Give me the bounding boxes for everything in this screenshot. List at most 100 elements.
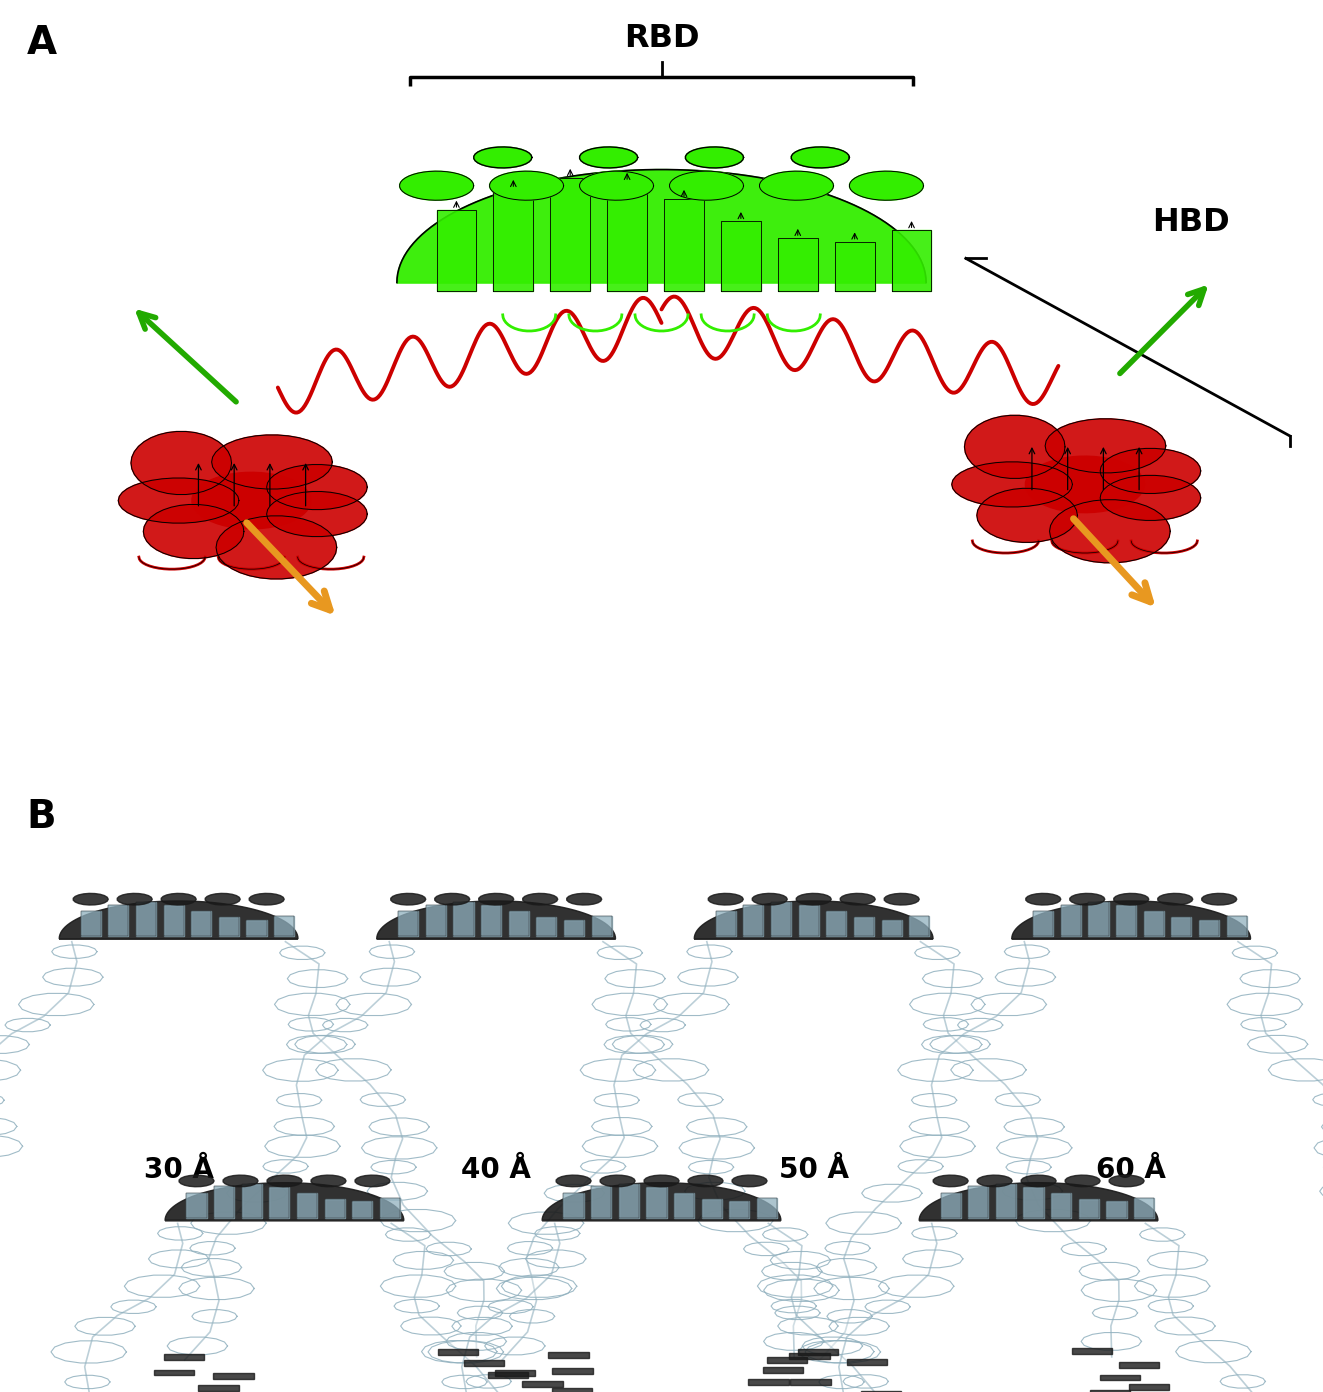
Polygon shape <box>552 1388 593 1392</box>
Polygon shape <box>442 1375 487 1389</box>
Polygon shape <box>214 1186 234 1218</box>
Polygon shape <box>501 1275 577 1297</box>
Polygon shape <box>1004 945 1049 958</box>
Polygon shape <box>1322 1118 1323 1136</box>
Polygon shape <box>393 1251 454 1270</box>
Text: 40 Å: 40 Å <box>462 1157 531 1185</box>
Polygon shape <box>824 1242 871 1254</box>
Polygon shape <box>1269 1059 1323 1082</box>
Polygon shape <box>1078 1199 1099 1218</box>
Polygon shape <box>274 916 294 935</box>
Polygon shape <box>581 1160 626 1173</box>
Polygon shape <box>922 970 983 987</box>
Polygon shape <box>1226 994 1302 1015</box>
Polygon shape <box>187 1193 206 1218</box>
Polygon shape <box>759 171 833 200</box>
Polygon shape <box>263 1160 308 1173</box>
Polygon shape <box>488 1373 528 1378</box>
Polygon shape <box>605 1036 664 1054</box>
Polygon shape <box>523 1381 562 1386</box>
Polygon shape <box>75 1317 135 1335</box>
Polygon shape <box>849 171 923 200</box>
Polygon shape <box>1109 1175 1144 1187</box>
Polygon shape <box>1101 476 1201 521</box>
Polygon shape <box>721 221 761 291</box>
Polygon shape <box>205 894 241 905</box>
Polygon shape <box>437 210 476 291</box>
Polygon shape <box>909 994 984 1015</box>
Polygon shape <box>452 1317 512 1335</box>
Polygon shape <box>1081 1332 1142 1350</box>
Polygon shape <box>131 432 232 494</box>
Polygon shape <box>898 1059 974 1082</box>
Polygon shape <box>1199 920 1220 935</box>
Polygon shape <box>582 1134 658 1157</box>
Polygon shape <box>840 894 876 905</box>
Polygon shape <box>267 1175 302 1187</box>
Polygon shape <box>564 920 585 935</box>
Polygon shape <box>814 1278 889 1300</box>
Polygon shape <box>1134 1275 1209 1297</box>
Polygon shape <box>242 1183 262 1218</box>
Polygon shape <box>767 1357 807 1363</box>
Polygon shape <box>246 920 267 935</box>
Polygon shape <box>157 1226 202 1240</box>
Polygon shape <box>274 994 349 1015</box>
Polygon shape <box>361 1137 437 1160</box>
Polygon shape <box>790 1353 830 1359</box>
Polygon shape <box>688 1161 734 1173</box>
Polygon shape <box>1117 905 1136 935</box>
Polygon shape <box>591 994 667 1015</box>
Polygon shape <box>647 1187 667 1218</box>
Polygon shape <box>613 1036 672 1054</box>
Polygon shape <box>181 1258 242 1276</box>
Polygon shape <box>507 1242 553 1254</box>
Polygon shape <box>581 1059 656 1082</box>
Polygon shape <box>296 1193 318 1218</box>
Polygon shape <box>1025 894 1061 905</box>
Polygon shape <box>263 1059 339 1082</box>
Polygon shape <box>564 1193 583 1218</box>
Polygon shape <box>192 912 212 935</box>
Polygon shape <box>995 969 1056 986</box>
Polygon shape <box>164 905 184 935</box>
Polygon shape <box>763 1332 824 1350</box>
Polygon shape <box>277 1094 321 1107</box>
Polygon shape <box>605 970 665 987</box>
Polygon shape <box>161 894 196 905</box>
Polygon shape <box>679 1137 754 1160</box>
Polygon shape <box>729 1201 749 1218</box>
Polygon shape <box>438 1349 479 1354</box>
Polygon shape <box>1089 902 1109 935</box>
Polygon shape <box>466 1375 511 1388</box>
Polygon shape <box>226 1185 287 1203</box>
Polygon shape <box>148 1250 209 1268</box>
Polygon shape <box>108 905 128 935</box>
Polygon shape <box>697 1210 773 1232</box>
Polygon shape <box>525 1250 586 1268</box>
Polygon shape <box>1148 1300 1193 1313</box>
Polygon shape <box>553 1368 593 1374</box>
Polygon shape <box>861 1185 922 1203</box>
Polygon shape <box>429 1340 504 1363</box>
Polygon shape <box>445 1263 504 1281</box>
Polygon shape <box>591 1118 652 1136</box>
Polygon shape <box>509 1310 554 1322</box>
Polygon shape <box>819 1375 864 1389</box>
Polygon shape <box>654 994 729 1016</box>
Polygon shape <box>922 1036 982 1054</box>
Polygon shape <box>687 1118 746 1136</box>
Polygon shape <box>835 242 875 291</box>
Polygon shape <box>508 912 529 935</box>
Polygon shape <box>900 1134 975 1157</box>
Polygon shape <box>892 230 931 291</box>
Polygon shape <box>336 994 411 1016</box>
Polygon shape <box>380 1210 455 1232</box>
Polygon shape <box>995 1093 1040 1107</box>
Polygon shape <box>827 1310 872 1322</box>
Polygon shape <box>1052 1193 1072 1218</box>
Polygon shape <box>933 1175 968 1187</box>
Polygon shape <box>218 917 239 935</box>
Polygon shape <box>762 1263 822 1281</box>
Polygon shape <box>1119 1361 1159 1368</box>
